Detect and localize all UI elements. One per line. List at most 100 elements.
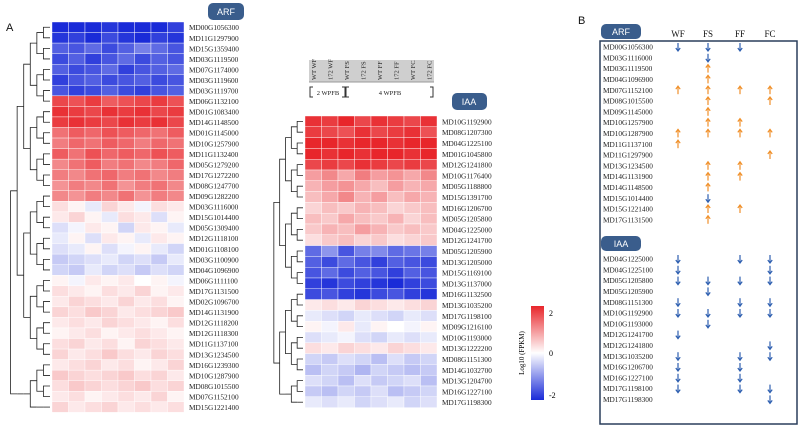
heatmap-cell	[117, 74, 135, 86]
heatmap-cell	[51, 243, 69, 255]
heatmap-cell	[134, 264, 152, 276]
heatmap-cell	[370, 353, 388, 365]
panel-b-gene-label: MD08G1151300	[603, 298, 653, 307]
heatmap-cell	[117, 106, 135, 118]
gene-label: MD01G1083400	[189, 108, 239, 117]
heatmap-cell	[84, 264, 102, 276]
panel-b-gene-label: MD14G1148500	[603, 183, 653, 192]
heatmap-cell	[304, 353, 322, 365]
heatmap-cell	[420, 364, 438, 376]
heatmap-cell	[134, 253, 152, 265]
up-arrow-icon	[705, 85, 711, 95]
heatmap-cell	[51, 63, 69, 75]
stage-label-4wpfb: 4 WPFB	[379, 90, 402, 97]
heatmap-cell	[321, 288, 339, 300]
heatmap-cell	[68, 369, 86, 381]
gene-label: MD16G1239300	[189, 361, 239, 370]
heatmap-cell	[370, 234, 388, 246]
heatmap-cell	[354, 342, 372, 354]
iaa-heatmap: MD10G1192900 MD08G1207300 MD04G1225100 MD01…	[304, 115, 492, 408]
heatmap-cell	[337, 180, 355, 192]
heatmap-cell	[117, 401, 135, 413]
dendrogram-branch	[296, 293, 303, 306]
heatmap-cell	[304, 245, 322, 257]
down-arrow-icon	[737, 43, 743, 53]
heatmap-cell	[101, 327, 119, 339]
heatmap-cell	[420, 342, 438, 354]
column-label: 172 FF	[394, 61, 401, 80]
heatmap-cell	[321, 342, 339, 354]
heatmap-cell	[403, 277, 421, 290]
heatmap-cell	[337, 364, 355, 376]
up-arrow-icon	[737, 171, 743, 181]
down-arrow-icon	[705, 43, 711, 53]
heatmap-cell	[117, 169, 135, 181]
dendrogram-branch	[43, 111, 50, 123]
heatmap-cell	[134, 106, 152, 118]
heatmap-cell	[150, 53, 168, 65]
heatmap-cell	[117, 243, 135, 255]
heatmap-cell	[167, 158, 185, 170]
heatmap-cell	[420, 396, 438, 408]
heatmap-cell	[321, 148, 339, 160]
heatmap-cell	[167, 116, 185, 128]
down-arrow-icon	[767, 298, 773, 308]
panel-b-gene-label: MD08G1015500	[603, 97, 653, 106]
heatmap-cell	[134, 338, 152, 350]
heatmap-cell	[101, 401, 119, 413]
down-arrow-icon	[675, 265, 681, 275]
heatmap-cell	[167, 275, 185, 286]
heatmap-cell	[134, 275, 152, 286]
dendrogram-branch	[296, 164, 303, 176]
heatmap-cell	[387, 169, 405, 182]
panel-b-gene-label: MD04G1225000	[603, 255, 653, 264]
heatmap-cell	[117, 306, 135, 318]
heatmap-cell	[68, 306, 86, 318]
gene-label: MD03G1119500	[189, 55, 239, 64]
panel-a-label: A	[6, 22, 14, 34]
heatmap-cell	[321, 212, 339, 225]
heatmap-cell	[337, 115, 355, 128]
gene-label: MD04G1225100	[442, 139, 492, 148]
heatmap-cell	[68, 169, 86, 181]
panel-b-gene-label: MD07G1152100	[603, 86, 653, 95]
dendrogram-branch	[36, 74, 44, 97]
down-arrow-icon	[737, 373, 743, 383]
heatmap-cell	[51, 211, 69, 223]
heatmap-cell	[101, 106, 119, 118]
dendrogram-branch	[296, 207, 303, 219]
heatmap-cell	[370, 288, 388, 300]
heatmap-cell	[167, 285, 185, 297]
dendrogram-branch	[290, 169, 298, 192]
heatmap-cell	[84, 253, 102, 265]
heatmap-cell	[150, 63, 168, 75]
gene-label: MD12G1241700	[442, 236, 492, 245]
heatmap-cell	[387, 137, 405, 149]
heatmap-cell	[420, 331, 438, 344]
heatmap-cell	[150, 21, 168, 33]
heatmap-cell	[68, 127, 86, 139]
heatmap-cell	[84, 116, 102, 128]
heatmap-cell	[51, 180, 69, 192]
heatmap-cell	[403, 321, 421, 333]
heatmap-cell	[167, 391, 185, 403]
heatmap-cell	[420, 321, 438, 333]
gene-label: MD17G1131500	[189, 287, 239, 296]
panel-b-gene-label: MD05G1205800	[603, 276, 653, 285]
heatmap-cell	[337, 299, 355, 311]
heatmap-cell	[101, 32, 119, 44]
heatmap-cell	[51, 127, 69, 139]
heatmap-cell	[51, 306, 69, 318]
heatmap-cell	[370, 137, 388, 149]
panel-b-gene-label: MD17G1198100	[603, 384, 653, 393]
heatmap-cell	[84, 296, 102, 308]
heatmap-cell	[68, 158, 86, 170]
gene-label: MD14G1131900	[189, 308, 239, 317]
heatmap-cell	[403, 364, 421, 376]
heatmap-cell	[403, 353, 421, 365]
heatmap-cell	[134, 243, 152, 255]
heatmap-cell	[354, 288, 372, 300]
heatmap-cell	[117, 42, 135, 54]
heatmap-cell	[304, 277, 322, 290]
panel-b-gene-label: MD16G1227100	[603, 373, 653, 382]
